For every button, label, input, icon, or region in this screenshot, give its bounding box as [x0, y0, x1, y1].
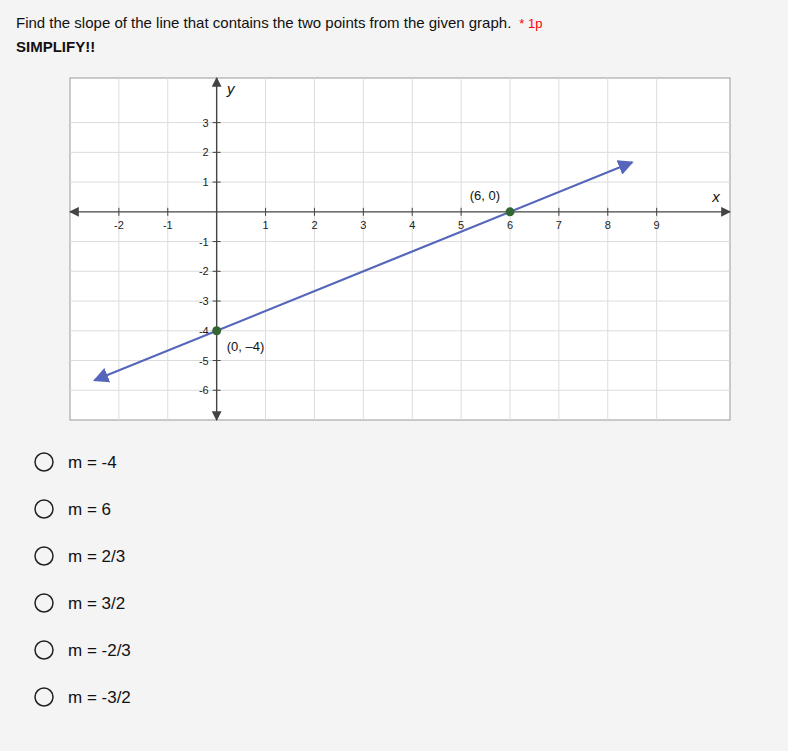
- y-tick: [213, 271, 221, 272]
- x-tick-label: 6: [507, 219, 513, 231]
- grid-line: [70, 360, 730, 361]
- x-axis: [70, 211, 730, 212]
- x-tick: [558, 208, 559, 216]
- y-tick: [213, 241, 221, 242]
- choice: m = 2/3: [68, 547, 125, 566]
- radio-button: [35, 453, 53, 471]
- grid-line: [656, 78, 657, 420]
- y-axis-label: y: [226, 80, 236, 97]
- grid-line: [70, 271, 730, 272]
- y-tick-label: 1: [203, 176, 209, 188]
- line: [94, 162, 632, 380]
- radio-button: [35, 594, 53, 612]
- choice: m = -3/2: [68, 688, 131, 707]
- y-tick-label: 2: [203, 146, 209, 158]
- x-tick: [118, 208, 119, 216]
- x-axis-label: x: [711, 188, 720, 205]
- x-tick-label: 2: [311, 219, 317, 231]
- x-tick-label: 9: [654, 219, 660, 231]
- y-tick-label: -2: [199, 265, 209, 277]
- grid-line: [265, 78, 266, 420]
- title: Find the slope of the line that contains…: [16, 14, 511, 31]
- x-tick-label: 4: [409, 219, 415, 231]
- x-tick: [412, 208, 413, 216]
- y-tick: [213, 152, 221, 153]
- y-tick-label: -3: [199, 295, 209, 307]
- grid-line: [412, 78, 413, 420]
- y-tick-label: -1: [199, 236, 209, 248]
- x-tick: [363, 208, 364, 216]
- grid-line: [607, 78, 608, 420]
- grid-line: [70, 301, 730, 302]
- subtitle: SIMPLIFY!!: [16, 38, 95, 55]
- point: [212, 326, 221, 335]
- y-tick-label: -5: [199, 355, 209, 367]
- y-tick: [213, 390, 221, 391]
- radio-button: [35, 547, 53, 565]
- x-tick: [656, 208, 657, 216]
- y-axis: [216, 78, 217, 420]
- y-tick: [213, 182, 221, 183]
- choice: m = 6: [68, 500, 111, 519]
- grid-line: [70, 182, 730, 183]
- x-tick-label: 1: [262, 219, 268, 231]
- x-tick: [607, 208, 608, 216]
- y-tick: [213, 301, 221, 302]
- x-tick: [265, 208, 266, 216]
- choice: m = -2/3: [68, 641, 131, 660]
- title-note: * 1p: [519, 16, 542, 31]
- y-tick: [213, 360, 221, 361]
- choice: m = 3/2: [68, 594, 125, 613]
- plot-frame: [70, 78, 730, 420]
- grid-line: [70, 241, 730, 242]
- x-tick-label: -1: [163, 219, 173, 231]
- x-tick-label: 3: [360, 219, 366, 231]
- point: [506, 207, 515, 216]
- y-tick-label: 3: [203, 117, 209, 129]
- grid-line: [118, 78, 119, 420]
- x-tick: [461, 208, 462, 216]
- point-label: (6, 0): [470, 188, 500, 203]
- grid-line: [558, 78, 559, 420]
- grid: [70, 78, 730, 420]
- radio-button: [35, 500, 53, 518]
- choice: m = -4: [68, 453, 117, 472]
- grid-line: [363, 78, 364, 420]
- grid-line: [510, 78, 511, 420]
- x-tick-label: 7: [556, 219, 562, 231]
- grid-line: [167, 78, 168, 420]
- chart: Find the slope of the line that contains…: [0, 0, 788, 751]
- x-tick-label: 5: [458, 219, 464, 231]
- grid-line: [70, 152, 730, 153]
- grid-line: [70, 330, 730, 331]
- grid-line: [70, 390, 730, 391]
- point-label: (0, –4): [227, 339, 265, 354]
- grid-line: [461, 78, 462, 420]
- x-tick-label: -2: [114, 219, 124, 231]
- y-tick-label: -6: [199, 384, 209, 396]
- radio-button: [35, 641, 53, 659]
- x-tick-label: 8: [605, 219, 611, 231]
- grid-line: [314, 78, 315, 420]
- y-tick: [213, 122, 221, 123]
- x-tick: [314, 208, 315, 216]
- radio-button: [35, 688, 53, 706]
- x-tick: [167, 208, 168, 216]
- grid-line: [70, 122, 730, 123]
- data: [94, 162, 632, 380]
